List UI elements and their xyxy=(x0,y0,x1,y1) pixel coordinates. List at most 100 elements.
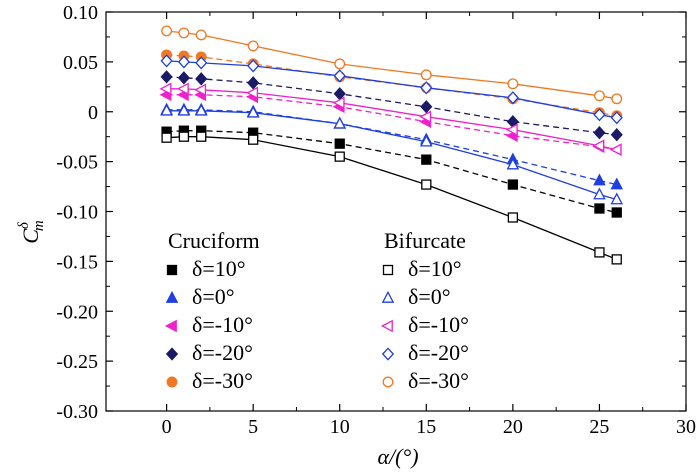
data-point xyxy=(195,29,207,41)
data-point xyxy=(247,40,259,52)
data-point xyxy=(177,55,190,69)
series-line xyxy=(166,130,617,214)
x-tick-label: 5 xyxy=(248,416,258,438)
series-line xyxy=(166,94,617,151)
data-point xyxy=(333,69,346,83)
data-point xyxy=(593,108,606,122)
data-point xyxy=(177,71,190,85)
x-axis-label: α/(°) xyxy=(377,444,418,469)
legend-marker xyxy=(382,376,394,388)
data-point xyxy=(332,96,345,110)
data-point xyxy=(593,187,606,200)
data-point xyxy=(334,151,345,162)
y-axis-label-main: C xyxy=(18,229,43,244)
data-point xyxy=(610,111,623,125)
series-1 xyxy=(160,102,624,190)
data-point xyxy=(161,132,172,143)
legend-label: δ=-10° xyxy=(408,312,469,337)
data-point xyxy=(593,90,605,102)
series-5 xyxy=(161,131,622,265)
data-point xyxy=(506,157,520,170)
legend-label: δ=-10° xyxy=(192,312,253,337)
data-point xyxy=(420,69,432,81)
data-point xyxy=(593,173,606,186)
y-axis-label: Cδm xyxy=(16,220,47,244)
y-tick-label: -0.20 xyxy=(56,301,98,323)
data-point xyxy=(194,83,207,97)
data-point xyxy=(195,56,208,70)
data-point xyxy=(246,105,260,118)
x-tick-label: 10 xyxy=(330,416,350,438)
data-point xyxy=(594,203,605,214)
y-axis-label-sub: m xyxy=(31,220,47,231)
data-point xyxy=(161,25,173,37)
series-6 xyxy=(160,103,624,205)
series-line xyxy=(166,54,617,117)
axes-layer: 0 5 10 15 20 25 30 0.10 0.05 0 -0.05 -0.10 -0.15 -0.2… xyxy=(56,2,696,438)
data-point xyxy=(160,70,173,84)
y-tick-label: -0.10 xyxy=(56,202,98,224)
data-point xyxy=(178,131,190,142)
y-tick-label: -0.25 xyxy=(56,351,98,373)
axis-labels: α/(°) Cδm xyxy=(16,220,419,469)
legend-label: δ=10° xyxy=(192,256,246,281)
data-point xyxy=(196,131,207,142)
data-point xyxy=(505,123,518,136)
y-tick-label: -0.30 xyxy=(56,401,98,423)
data-point xyxy=(195,72,208,86)
x-tick-label: 30 xyxy=(676,416,696,438)
series-4 xyxy=(161,49,623,122)
data-point xyxy=(159,82,172,96)
data-point xyxy=(176,82,189,96)
data-point xyxy=(160,54,173,68)
data-point xyxy=(610,177,624,190)
legend-title-0: Cruciform xyxy=(168,228,260,253)
legend-label: δ=-30° xyxy=(192,368,253,393)
legend-label: δ=-20° xyxy=(192,340,253,365)
legend-marker xyxy=(165,347,179,361)
data-point xyxy=(507,212,519,223)
legend-marker xyxy=(381,347,395,361)
series-0 xyxy=(161,125,622,218)
legend-label: δ=-30° xyxy=(408,368,469,393)
x-tick-label: 25 xyxy=(589,416,609,438)
data-point xyxy=(611,254,622,265)
data-point xyxy=(609,143,622,156)
y-tick-label: 0.10 xyxy=(63,2,98,24)
legend-title-1: Bifurcate xyxy=(384,228,466,253)
data-point xyxy=(334,58,346,70)
data-point xyxy=(177,103,191,116)
data-point xyxy=(334,138,345,149)
x-tick-label: 0 xyxy=(162,416,172,438)
y-tick-label: -0.15 xyxy=(56,251,98,273)
data-point xyxy=(248,134,259,145)
legend-label: δ=0° xyxy=(408,284,451,309)
series-3 xyxy=(160,70,623,142)
data-point xyxy=(594,247,605,258)
y-tick-label: -0.05 xyxy=(56,152,98,174)
legend-marker xyxy=(382,264,394,276)
y-tick-label: 0 xyxy=(88,102,98,124)
legend-label: δ=0° xyxy=(192,284,235,309)
data-point xyxy=(247,59,260,73)
data-point xyxy=(611,207,622,218)
data-point xyxy=(421,179,432,190)
data-point xyxy=(420,134,433,147)
data-point xyxy=(178,27,190,39)
data-point xyxy=(160,103,173,116)
series-8 xyxy=(160,54,623,125)
y-tick-label: 0.05 xyxy=(63,52,98,74)
data-point xyxy=(506,91,519,105)
legend-marker xyxy=(380,319,393,333)
legend-marker xyxy=(166,376,178,388)
data-point xyxy=(507,78,519,90)
series-7 xyxy=(159,82,622,156)
legend-marker xyxy=(381,290,395,303)
data-point xyxy=(246,86,259,100)
legend-label: δ=-20° xyxy=(408,340,469,365)
data-point xyxy=(333,116,347,129)
data-point xyxy=(611,93,623,105)
series-layer xyxy=(159,25,624,265)
data-point xyxy=(610,192,624,205)
